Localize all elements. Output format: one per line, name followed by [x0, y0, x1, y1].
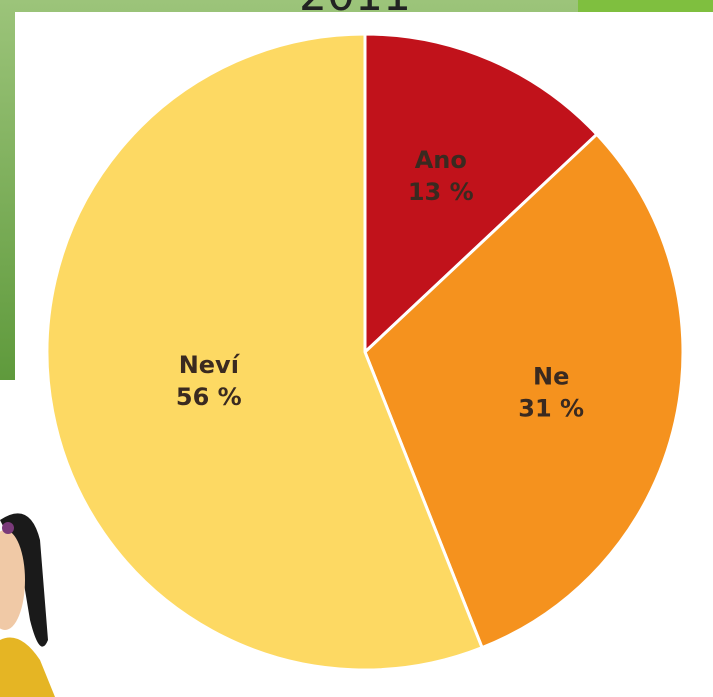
slice-value-label: 13 %: [408, 178, 474, 206]
slice-label: Ne: [533, 363, 569, 391]
chart-title: 2011: [299, 0, 411, 21]
slice-value-label: 56 %: [176, 383, 242, 411]
pie: Ano 13 % Ne 31 % Neví 56 %: [47, 34, 683, 670]
slice-label: Ano: [415, 146, 467, 174]
slice-label: Neví: [179, 351, 241, 379]
slide: 2011 Ano 13 % Ne 31 % Neví 56 %: [0, 0, 713, 697]
accent-bar: [578, 0, 713, 12]
slice-value-label: 31 %: [518, 395, 584, 423]
